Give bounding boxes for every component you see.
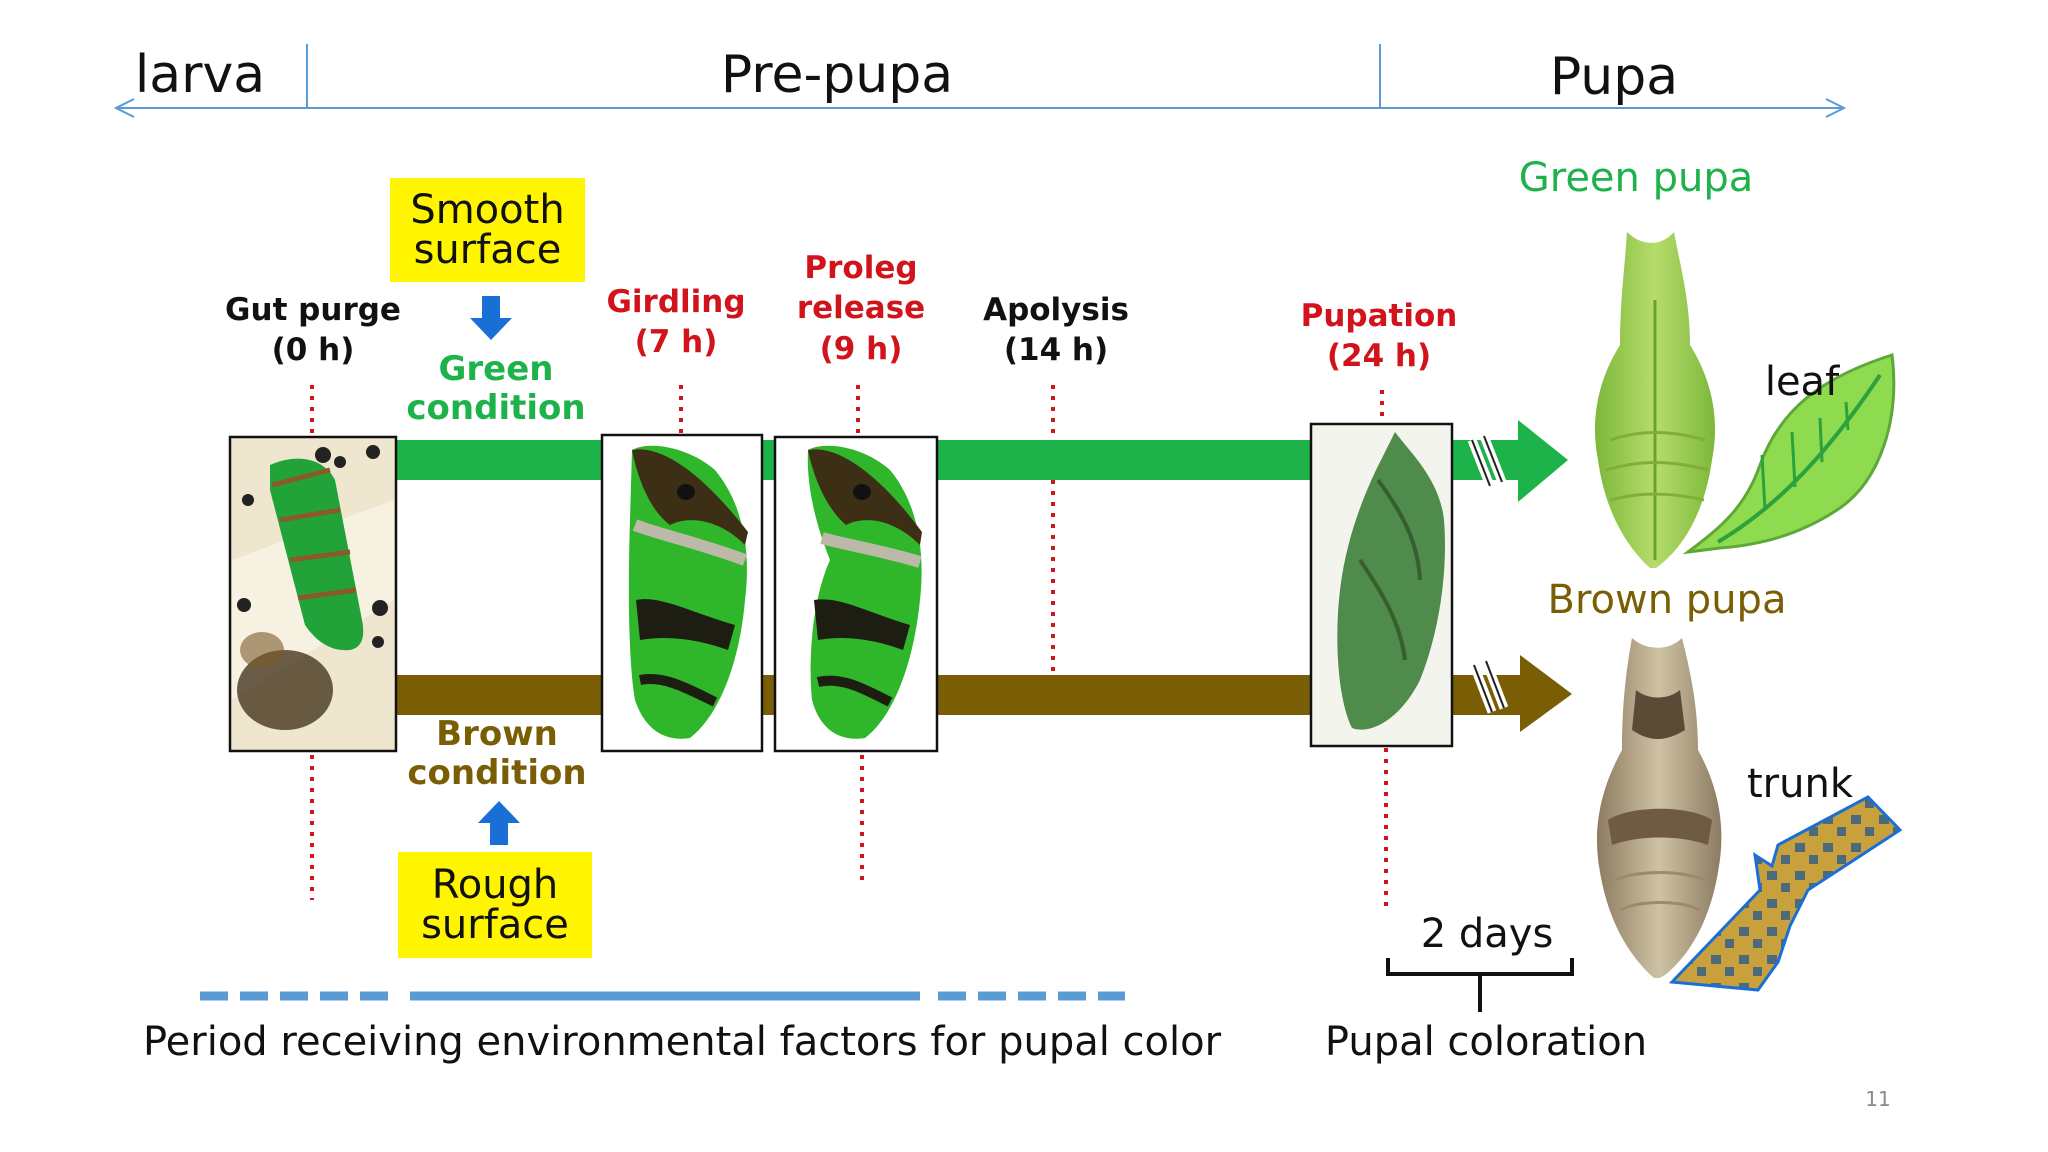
event-gut-purge-name: Gut purge bbox=[225, 292, 401, 328]
smooth-surface-line2: surface bbox=[413, 227, 562, 273]
event-pupation: Pupation (24 h) bbox=[1301, 296, 1458, 377]
event-girdling: Girdling (7 h) bbox=[606, 282, 745, 363]
brown-condition-label: Brown condition bbox=[407, 714, 587, 794]
green-condition-label: Green condition bbox=[406, 349, 586, 429]
phase-larva-label: larva bbox=[134, 45, 266, 105]
rough-surface-box: Rough surface bbox=[398, 852, 592, 958]
pupation-photo bbox=[1309, 422, 1454, 748]
event-gut-purge-time: (0 h) bbox=[271, 332, 355, 369]
brown-pupa-image bbox=[1596, 638, 1722, 978]
event-proleg-release: Proleg release (9 h) bbox=[797, 248, 925, 369]
green-arrow bbox=[1450, 420, 1568, 502]
event-girdling-time: (7 h) bbox=[634, 324, 718, 361]
timeline-right-arrowhead bbox=[1825, 98, 1847, 118]
event-apolysis-time: (14 h) bbox=[1003, 332, 1109, 369]
phase-prepupa-label: Pre-pupa bbox=[720, 45, 954, 105]
event-apolysis: Apolysis (14 h) bbox=[983, 290, 1129, 371]
event-gut-purge: Gut purge (0 h) bbox=[225, 290, 401, 371]
smooth-surface-box: Smooth surface bbox=[390, 178, 585, 282]
pupal-coloration-label: Pupal coloration bbox=[1324, 1019, 1648, 1065]
green-condition-line2: condition bbox=[406, 388, 586, 429]
page-number: 11 bbox=[1865, 1087, 1891, 1111]
rough-surface-line2: surface bbox=[421, 902, 569, 948]
event-apolysis-name: Apolysis bbox=[983, 292, 1129, 328]
timeline-left-arrowhead bbox=[113, 98, 135, 118]
event-lines bbox=[310, 385, 1388, 910]
phase-pupa-label: Pupa bbox=[1549, 47, 1679, 107]
event-girdling-name: Girdling bbox=[606, 284, 746, 320]
trunk-label: trunk bbox=[1747, 761, 1853, 807]
smooth-surface-line1: Smooth bbox=[410, 187, 565, 233]
rough-surface-line1: Rough bbox=[431, 862, 559, 908]
down-arrow bbox=[470, 296, 512, 340]
period-caption: Period receiving environmental factors f… bbox=[142, 1019, 1222, 1065]
proleg-release-prepupa-photo bbox=[773, 435, 939, 753]
two-days-label: 2 days bbox=[1420, 911, 1554, 957]
green-condition-line1: Green bbox=[438, 349, 554, 389]
leaf-icon bbox=[1682, 353, 1896, 555]
event-pupation-name: Pupation bbox=[1300, 298, 1458, 334]
green-pupa-image bbox=[1594, 232, 1716, 568]
up-arrow bbox=[478, 801, 520, 845]
brown-arrow bbox=[1450, 655, 1572, 732]
event-proleg-time: (9 h) bbox=[819, 330, 903, 367]
green-pupa-label: Green pupa bbox=[1518, 155, 1754, 201]
event-proleg-name2: release bbox=[796, 290, 926, 327]
leaf-label: leaf bbox=[1764, 359, 1840, 405]
phase-timeline bbox=[113, 44, 1847, 118]
event-proleg-name: Proleg bbox=[804, 250, 918, 286]
brown-pupa-label: Brown pupa bbox=[1547, 577, 1787, 623]
brown-condition-line1: Brown bbox=[436, 714, 558, 754]
girdling-prepupa-photo bbox=[600, 433, 764, 753]
two-days-brace bbox=[1386, 958, 1574, 1012]
gut-purge-larva-photo bbox=[228, 435, 398, 753]
event-pupation-time: (24 h) bbox=[1326, 338, 1432, 375]
brown-condition-line2: condition bbox=[407, 753, 587, 794]
trunk-icon bbox=[1668, 795, 1903, 992]
